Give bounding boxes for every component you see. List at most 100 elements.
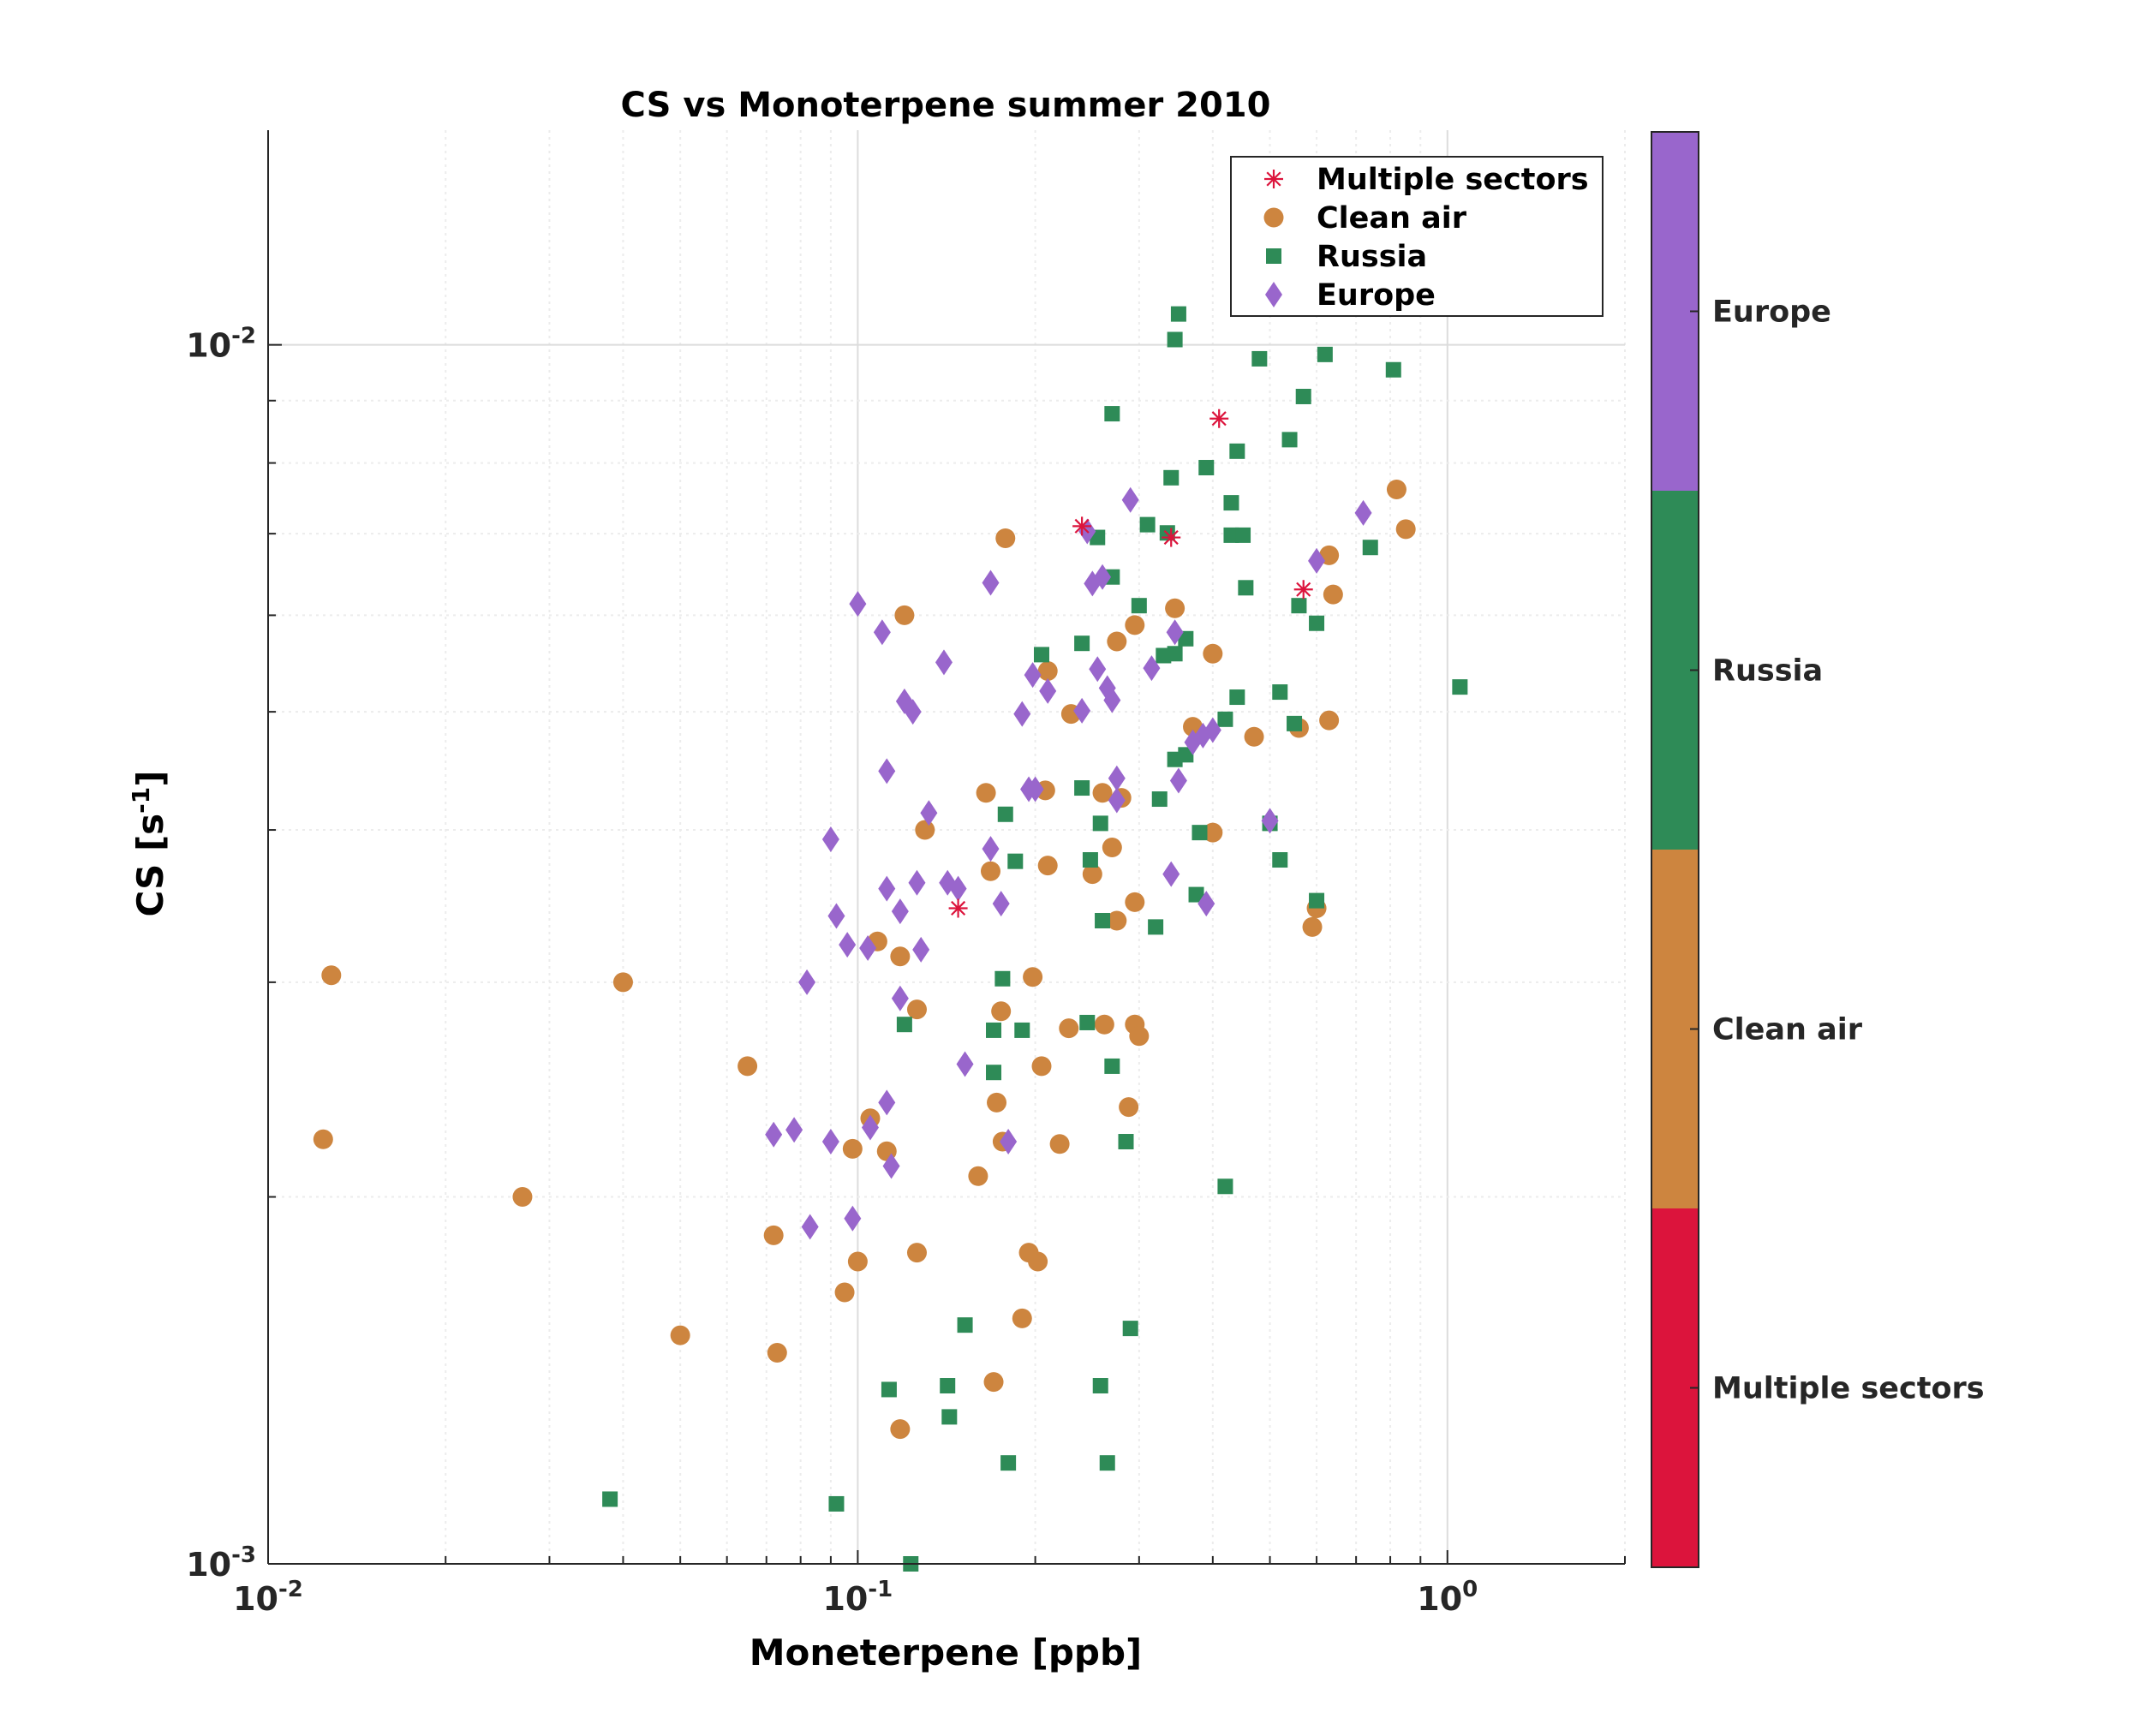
data-point <box>861 1114 879 1141</box>
data-point <box>1129 1026 1150 1047</box>
data-point <box>1026 776 1044 802</box>
data-points <box>313 306 1468 1572</box>
x-tick-label: 10-1 <box>822 1577 893 1618</box>
data-point <box>906 999 927 1020</box>
legend-entry: Clean air <box>1263 201 1467 236</box>
data-point <box>976 783 996 803</box>
data-point <box>948 898 968 918</box>
data-point <box>1197 891 1215 917</box>
data-point <box>844 1205 862 1232</box>
data-point <box>1452 679 1468 695</box>
series-clean-air <box>313 479 1416 1440</box>
data-point <box>1302 916 1323 937</box>
legend: Multiple sectors Clean air Russia Europe <box>1230 156 1604 317</box>
y-axis-label-exponent: -1 <box>127 787 155 814</box>
data-point <box>904 699 922 725</box>
data-point <box>986 1022 1002 1038</box>
data-point <box>1362 540 1378 556</box>
data-point <box>1007 853 1024 869</box>
data-point <box>1108 787 1126 814</box>
data-point <box>1198 460 1215 476</box>
data-point <box>1272 684 1288 701</box>
data-point <box>1148 919 1164 935</box>
data-point <box>891 898 909 925</box>
data-point <box>1169 767 1187 794</box>
data-point <box>1166 619 1184 646</box>
data-point <box>1354 499 1372 526</box>
legend-marker <box>1265 282 1282 307</box>
data-point <box>1039 677 1057 704</box>
series-multiple-sectors <box>948 409 1313 918</box>
data-point <box>995 528 1016 548</box>
data-point <box>1178 747 1194 763</box>
data-point <box>1238 580 1254 596</box>
data-point <box>906 1243 927 1263</box>
data-point <box>1163 469 1180 486</box>
data-point <box>1272 852 1288 868</box>
data-point <box>1188 886 1204 903</box>
data-point <box>915 820 935 840</box>
data-point <box>1217 711 1233 727</box>
data-point <box>1092 1378 1108 1394</box>
data-point <box>1139 516 1156 533</box>
data-point <box>1072 516 1092 536</box>
data-point <box>1162 528 1181 547</box>
data-point <box>1203 717 1221 743</box>
data-point <box>878 758 896 784</box>
data-point <box>1118 1134 1134 1150</box>
data-point <box>982 836 1000 862</box>
data-point <box>1162 861 1180 887</box>
data-point <box>949 875 967 902</box>
data-point <box>991 1001 1012 1022</box>
data-point <box>1125 892 1145 912</box>
data-point <box>980 861 1000 881</box>
data-point <box>849 591 867 617</box>
data-point <box>882 1153 900 1179</box>
data-point <box>1104 406 1120 422</box>
data-point <box>968 1166 988 1186</box>
data-point <box>1244 726 1264 747</box>
data-point <box>765 1121 783 1148</box>
data-point <box>1122 1321 1138 1337</box>
data-point <box>1107 910 1127 931</box>
data-point <box>1000 1455 1017 1471</box>
data-point <box>881 1381 897 1398</box>
data-point <box>891 985 909 1011</box>
data-point <box>992 891 1010 917</box>
data-point <box>890 946 911 967</box>
legend-entry: Russia <box>1266 240 1427 274</box>
legend-entry: Multiple sectors <box>1264 163 1589 197</box>
y-axis-label-end: ] <box>129 771 171 787</box>
y-axis-label-main: CS [s <box>129 814 171 917</box>
data-point <box>670 1325 690 1345</box>
data-point <box>1094 1014 1114 1035</box>
x-tick-label: 100 <box>1417 1577 1478 1618</box>
y-axis-label: CS [s-1] <box>127 771 171 917</box>
data-point <box>1293 580 1313 600</box>
data-point <box>912 936 930 963</box>
data-point <box>1074 635 1090 652</box>
data-point <box>1209 409 1229 428</box>
data-point <box>842 1138 863 1159</box>
data-point <box>987 1092 1007 1113</box>
data-point <box>941 1409 958 1425</box>
data-point <box>1073 697 1091 724</box>
data-point <box>1295 388 1311 404</box>
colorbar: Multiple sectors Clean air Russia Europe <box>1651 131 1985 1568</box>
data-point <box>767 1342 787 1363</box>
data-point <box>1178 630 1194 647</box>
legend-marker <box>1266 248 1281 264</box>
data-point <box>1229 443 1245 459</box>
data-point <box>1151 791 1168 808</box>
data-point <box>873 619 891 646</box>
data-point <box>1012 1308 1032 1328</box>
legend-entry: Europe <box>1265 278 1436 313</box>
data-point <box>1281 432 1298 448</box>
legend-label: Clean air <box>1317 201 1467 236</box>
data-point <box>798 969 816 995</box>
data-point <box>1291 598 1307 614</box>
data-point <box>1319 710 1340 731</box>
data-point <box>894 605 915 625</box>
